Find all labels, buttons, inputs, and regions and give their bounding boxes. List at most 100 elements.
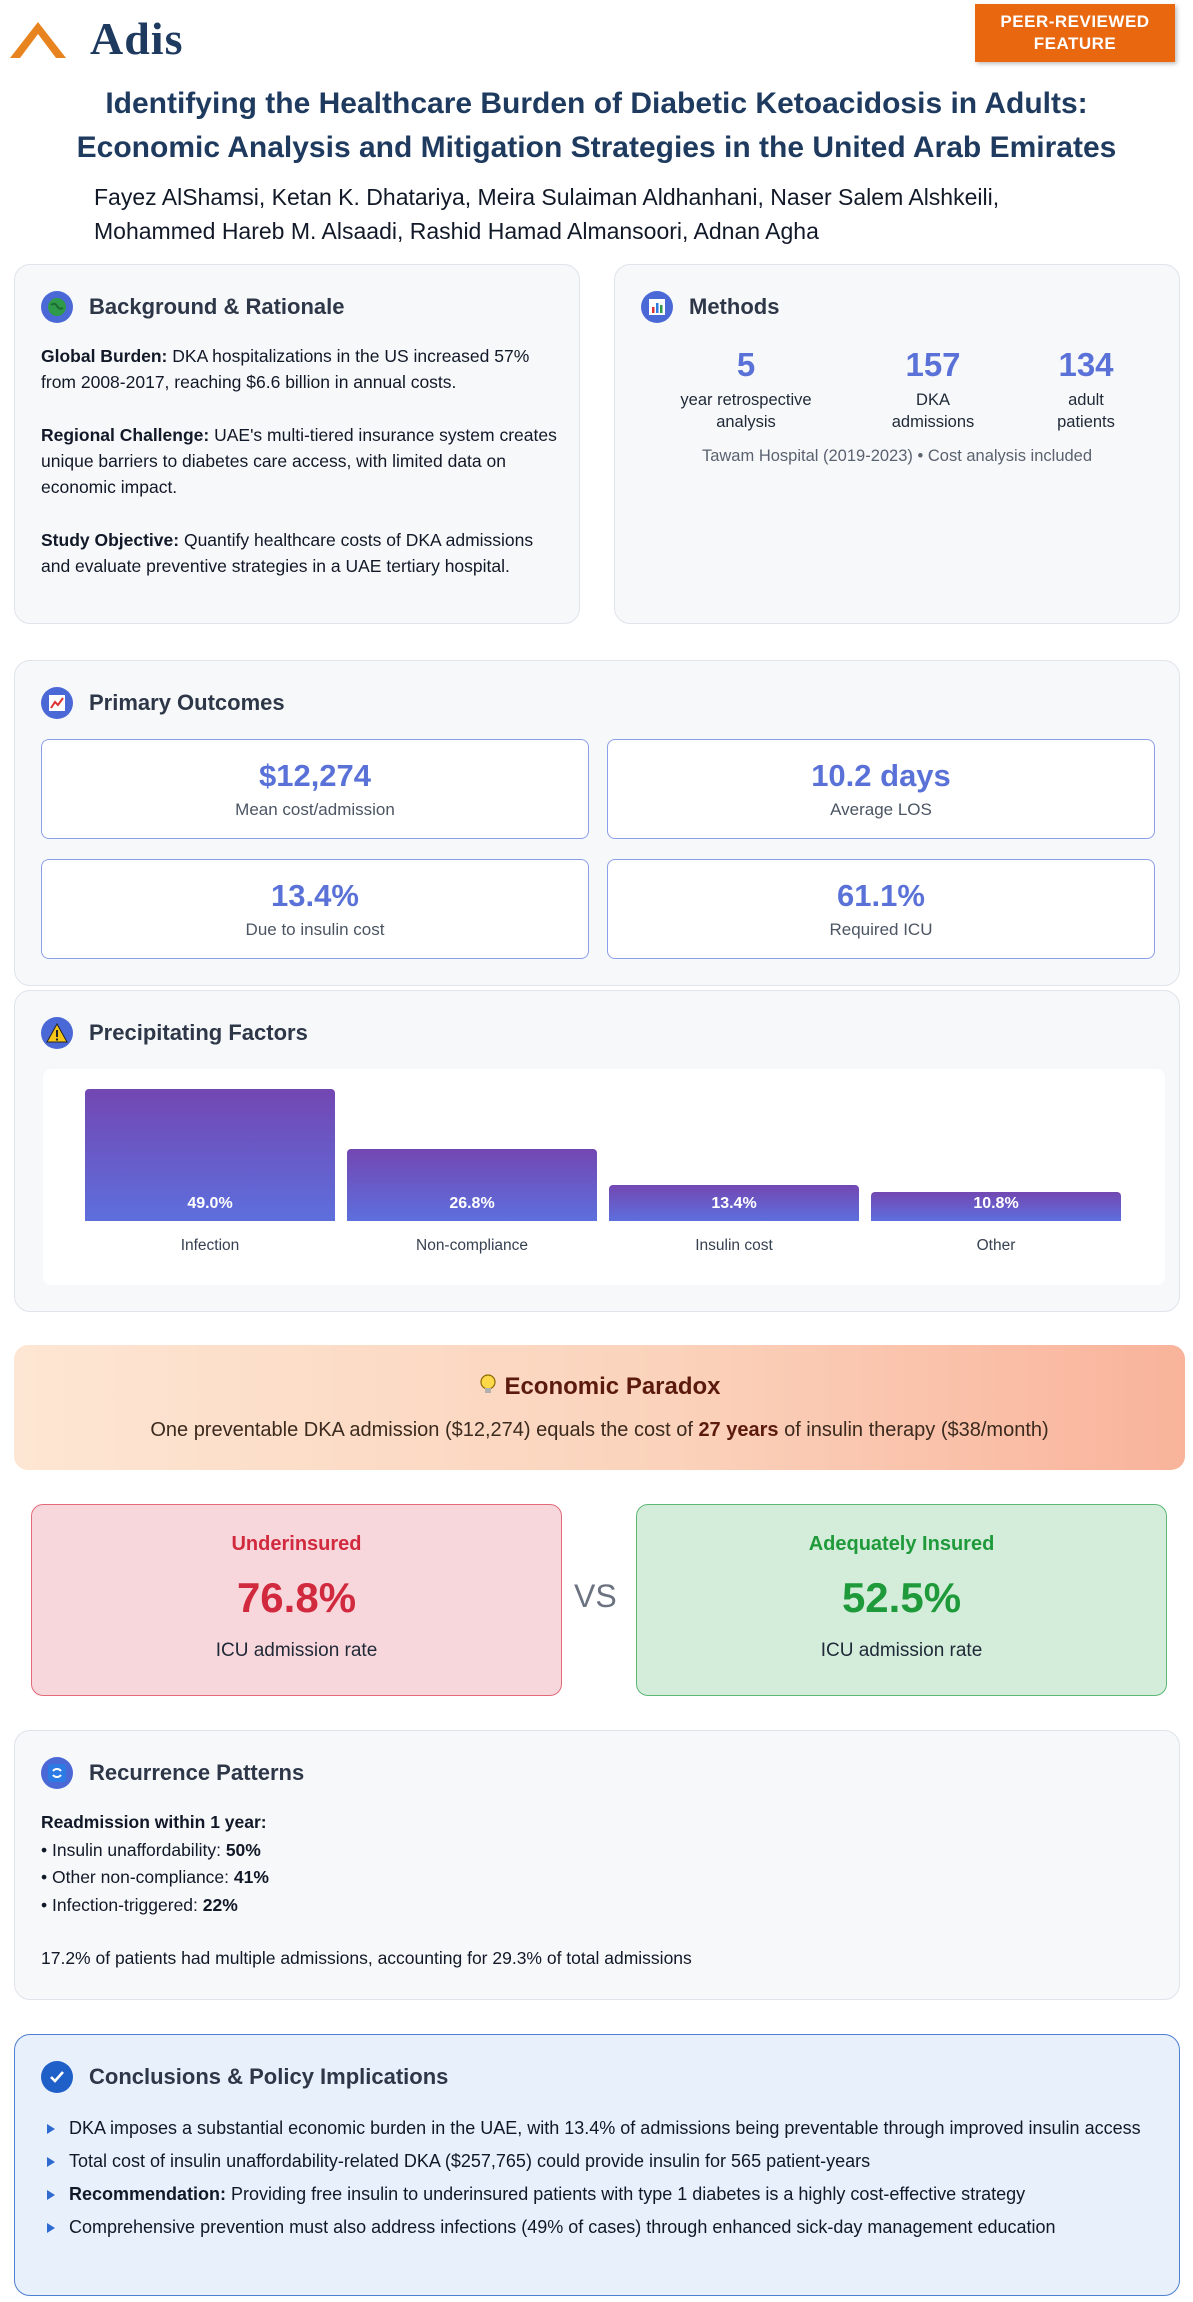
title-line-1: Identifying the Healthcare Burden of Dia… xyxy=(105,87,1088,120)
paradox-text-after: of insulin therapy ($38/month) xyxy=(778,1419,1049,1441)
paradox-text: One preventable DKA admission ($12,274) … xyxy=(14,1419,1185,1442)
peer-reviewed-badge: PEER-REVIEWED FEATURE xyxy=(975,4,1175,62)
badge-line-1: PEER-REVIEWED xyxy=(1000,12,1150,31)
recurrence-note: 17.2% of patients had multiple admission… xyxy=(41,1948,692,1968)
bar-category-label: Insulin cost xyxy=(695,1237,773,1254)
methods-card: Methods 5 year retrospective analysis 15… xyxy=(614,264,1180,624)
conclusions-header: Conclusions & Policy Implications xyxy=(41,2061,448,2093)
recommendation-text: Providing free insulin to underinsured p… xyxy=(226,2184,1026,2204)
outcome-value: $12,274 xyxy=(258,758,372,793)
outcomes-header: Primary Outcomes xyxy=(41,687,285,719)
factors-title: Precipitating Factors xyxy=(89,1020,308,1045)
outcome-label: Required ICU xyxy=(829,920,933,939)
paradox-text-before: One preventable DKA admission ($12,274) … xyxy=(150,1419,699,1441)
conclusions-list: DKA imposes a substantial economic burde… xyxy=(47,2115,1157,2247)
readmission-label: • Other non-compliance: xyxy=(41,1867,234,1887)
title-line-2: Economic Analysis and Mitigation Strateg… xyxy=(76,131,1117,164)
outcome-value: 10.2 days xyxy=(811,758,951,793)
readmission-item: • Insulin unaffordability: 50% xyxy=(41,1837,1141,1865)
background-title: Background & Rationale xyxy=(89,294,345,319)
stat-label-1: year retrospective xyxy=(680,391,812,409)
bar-chart-icon xyxy=(641,291,673,323)
readmission-value: 22% xyxy=(202,1894,238,1915)
bar-category-label: Other xyxy=(976,1237,1016,1254)
paradox-text-bold: 27 years xyxy=(698,1419,779,1441)
outcomes-title: Primary Outcomes xyxy=(89,690,285,715)
insured-title: Adequately Insured xyxy=(808,1533,995,1555)
conclusions-card: Conclusions & Policy Implications DKA im… xyxy=(14,2034,1180,2296)
adis-logo-icon xyxy=(10,21,66,58)
conclusions-title: Conclusions & Policy Implications xyxy=(89,2064,449,2089)
logo: Adis xyxy=(6,12,183,65)
readmission-heading: Readmission within 1 year: xyxy=(41,1812,267,1832)
outcome-icu: 61.1% Required ICU xyxy=(607,859,1155,959)
stat-value: 5 xyxy=(736,346,756,383)
badge-line-2: FEATURE xyxy=(1033,34,1117,53)
outcome-avg-los: 10.2 days Average LOS xyxy=(607,739,1155,839)
methods-stat-admissions: 157 DKA admissions xyxy=(848,345,1018,433)
bar-value-label: 13.4% xyxy=(711,1195,757,1212)
stat-value: 157 xyxy=(905,346,961,383)
bar-category-label: Infection xyxy=(180,1237,240,1254)
study-objective-paragraph: Study Objective: Quantify healthcare cos… xyxy=(41,527,561,579)
stat-label-2: patients xyxy=(1057,413,1115,431)
bar-other: 10.8% xyxy=(871,1192,1121,1221)
background-header: Background & Rationale xyxy=(41,291,344,323)
header: Adis PEER-REVIEWED FEATURE xyxy=(0,0,1193,70)
regional-challenge-text: UAE's multi-tiered insurance system crea… xyxy=(41,425,557,497)
economic-paradox-banner: Economic Paradox One preventable DKA adm… xyxy=(14,1345,1185,1470)
background-body: Global Burden: DKA hospitalizations in t… xyxy=(41,343,561,606)
methods-footer: Tawam Hospital (2019-2023) • Cost analys… xyxy=(701,447,1093,465)
bar-category-label: Non-compliance xyxy=(416,1237,528,1254)
conclusion-item: DKA imposes a substantial economic burde… xyxy=(47,2115,1157,2142)
recurrence-card: Recurrence Patterns Readmission within 1… xyxy=(14,1730,1180,2000)
lightbulb-icon xyxy=(478,1373,498,1404)
repeat-icon xyxy=(41,1757,73,1789)
bar-value-label: 10.8% xyxy=(973,1195,1019,1212)
methods-header: Methods xyxy=(641,291,779,323)
globe-icon xyxy=(41,291,73,323)
regional-challenge-label: Regional Challenge: xyxy=(41,425,210,445)
readmission-item: • Other non-compliance: 41% xyxy=(41,1864,1141,1892)
brand-name: Adis xyxy=(90,13,184,64)
authors-line-1: Fayez AlShamsi, Ketan K. Dhatariya, Meir… xyxy=(94,184,1000,210)
global-burden-label: Global Burden: xyxy=(41,346,168,366)
conclusion-item: Total cost of insulin unaffordability-re… xyxy=(47,2148,1157,2175)
page-title: Identifying the Healthcare Burden of Dia… xyxy=(0,82,1193,170)
checkmark-icon xyxy=(41,2061,73,2093)
bar-value-label: 26.8% xyxy=(449,1195,495,1212)
outcome-label: Due to insulin cost xyxy=(245,920,385,939)
bar-insulin-cost: 13.4% xyxy=(609,1185,859,1221)
bar-value-label: 49.0% xyxy=(187,1195,233,1212)
methods-title: Methods xyxy=(689,294,780,319)
adequately-insured-box: Adequately Insured 52.5% ICU admission r… xyxy=(636,1504,1167,1696)
bar-infection: 49.0% xyxy=(85,1089,335,1221)
outcome-label: Mean cost/admission xyxy=(235,800,395,819)
recurrence-title: Recurrence Patterns xyxy=(89,1760,305,1785)
paradox-title: Economic Paradox xyxy=(504,1373,721,1400)
outcome-mean-cost: $12,274 Mean cost/admission xyxy=(41,739,589,839)
factors-card: Precipitating Factors 49.0% Infection 26.8… xyxy=(14,990,1180,1312)
insured-value: 52.5% xyxy=(841,1574,962,1621)
authors: Fayez AlShamsi, Ketan K. Dhatariya, Meir… xyxy=(94,180,1114,248)
outcomes-card: Primary Outcomes $12,274 Mean cost/admis… xyxy=(14,660,1180,986)
methods-stat-patients: 134 adult patients xyxy=(1001,345,1171,433)
conclusion-item: Comprehensive prevention must also addre… xyxy=(47,2214,1157,2241)
readmission-item: • Infection-triggered: 22% xyxy=(41,1892,1141,1920)
readmission-value: 50% xyxy=(225,1839,261,1860)
factors-header: Precipitating Factors xyxy=(41,1017,308,1049)
readmission-label: • Insulin unaffordability: xyxy=(41,1839,226,1860)
readmission-label: • Infection-triggered: xyxy=(41,1894,203,1915)
methods-stat-years: 5 year retrospective analysis xyxy=(661,345,831,433)
global-burden-paragraph: Global Burden: DKA hospitalizations in t… xyxy=(41,343,561,395)
outcome-value: 61.1% xyxy=(837,878,925,913)
factors-bar-chart: 49.0% Infection 26.8% Non-compliance 13.4% In… xyxy=(43,1069,1165,1285)
vs-label: VS xyxy=(574,1578,617,1614)
underinsured-label: ICU admission rate xyxy=(215,1640,378,1661)
paradox-heading: Economic Paradox xyxy=(14,1373,1185,1404)
underinsured-value: 76.8% xyxy=(236,1574,357,1621)
underinsured-title: Underinsured xyxy=(231,1533,362,1555)
global-burden-text: DKA hospitalizations in the US increased… xyxy=(41,346,530,392)
authors-line-2: Mohammed Hareb M. Alsaadi, Rashid Hamad … xyxy=(94,218,819,244)
bar-non-compliance: 26.8% xyxy=(347,1149,597,1221)
